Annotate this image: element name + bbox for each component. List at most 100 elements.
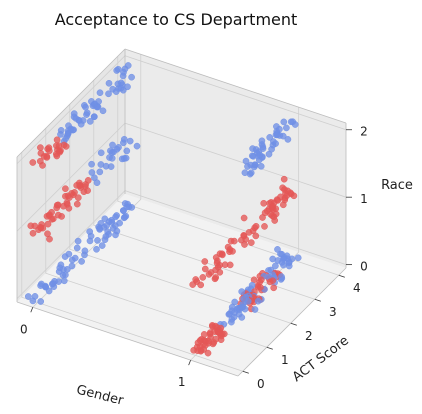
y-grid-line (93, 80, 315, 300)
accepted-point (260, 199, 268, 207)
rejected-point (248, 281, 256, 289)
rejected-point (50, 283, 58, 291)
accepted-point (241, 241, 248, 248)
rejected-point (93, 179, 101, 187)
accepted-point (247, 239, 255, 246)
rejected-point (37, 298, 45, 305)
accepted-point (39, 162, 46, 169)
rejected-point (120, 139, 127, 147)
z-tick-label: 2 (360, 125, 368, 139)
rejected-point (249, 145, 256, 152)
rejected-point (294, 254, 302, 262)
rejected-point (258, 137, 266, 145)
rejected-point (265, 150, 273, 158)
y-axis-label: ACT Score (290, 333, 352, 385)
rejected-point (126, 137, 134, 145)
accepted-point (44, 145, 52, 153)
accepted-point (216, 261, 224, 269)
x-tick-label: 0 (20, 322, 28, 336)
rejected-point (29, 297, 37, 305)
accepted-point (217, 332, 225, 340)
rejected-point (101, 215, 109, 223)
accepted-point (261, 223, 268, 230)
rejected-point (256, 151, 264, 159)
accepted-point (49, 215, 57, 223)
rejected-point (251, 161, 259, 169)
rejected-point (284, 136, 292, 143)
rejected-point (93, 245, 100, 253)
rejected-point (257, 162, 265, 170)
rejected-point (109, 85, 117, 93)
y-tick-mark (314, 298, 321, 302)
rejected-point (81, 251, 88, 259)
y-grid-line (117, 56, 339, 276)
rejected-point (111, 222, 119, 229)
accepted-point (259, 214, 266, 221)
accepted-point (199, 274, 207, 281)
rejected-point (101, 236, 109, 244)
accepted-point (230, 237, 238, 245)
y-tick-label: 2 (305, 329, 313, 343)
rejected-point (280, 255, 287, 263)
rejected-point (112, 231, 119, 239)
pane-edge (237, 267, 347, 377)
rejected-point (61, 253, 69, 260)
y-tick-mark (338, 274, 345, 278)
rejected-point (240, 295, 248, 303)
accepted-point (205, 271, 213, 278)
accepted-point (280, 175, 288, 183)
accepted-point (211, 275, 219, 283)
accepted-point (240, 214, 248, 222)
x-axis-label: Gender (75, 383, 126, 409)
rejected-point (45, 287, 53, 295)
rejected-point (99, 107, 107, 115)
rejected-point (249, 152, 257, 160)
rejected-point (119, 207, 127, 214)
rejected-point (280, 118, 288, 126)
accepted-point (212, 254, 220, 261)
rejected-point (238, 314, 246, 321)
rejected-point (133, 142, 141, 150)
accepted-point (192, 276, 200, 283)
rejected-point (73, 244, 81, 252)
rejected-point (244, 163, 251, 170)
x-tick-mark (30, 307, 34, 313)
back-pane (125, 49, 346, 268)
rejected-point (68, 256, 76, 264)
z-tick-label: 1 (360, 192, 368, 206)
rejected-point (68, 262, 76, 270)
accepted-point (271, 217, 279, 224)
rejected-point (285, 262, 293, 270)
axis-lines (16, 48, 347, 377)
accepted-point (53, 201, 61, 209)
rejected-point (98, 242, 106, 249)
accepted-point (27, 222, 35, 230)
rejected-point (283, 124, 290, 132)
rejected-point (105, 79, 113, 87)
rejected-point (266, 134, 274, 141)
accepted-point (43, 212, 51, 220)
accepted-point (204, 349, 212, 357)
rejected-point (274, 246, 281, 253)
accepted-point (279, 201, 287, 209)
rejected-point (96, 89, 104, 97)
accepted-point (269, 202, 277, 210)
accepted-point (267, 210, 274, 218)
accepted-point (200, 341, 207, 348)
rejected-point (123, 147, 131, 155)
accepted-point (44, 220, 52, 228)
accepted-point (193, 343, 201, 351)
rejected-point (114, 65, 122, 73)
y-tick-label: 1 (281, 353, 289, 367)
accepted-point (189, 281, 197, 288)
chart-title: Acceptance to CS Department (55, 10, 298, 29)
accepted-point (245, 229, 253, 236)
accepted-point (29, 159, 37, 166)
rejected-point (272, 131, 280, 139)
accepted-point (58, 213, 65, 220)
rejected-point (94, 237, 101, 244)
accepted-point (46, 235, 53, 243)
rejected-point (86, 237, 94, 245)
accepted-point (257, 283, 264, 291)
accepted-point (40, 153, 48, 160)
